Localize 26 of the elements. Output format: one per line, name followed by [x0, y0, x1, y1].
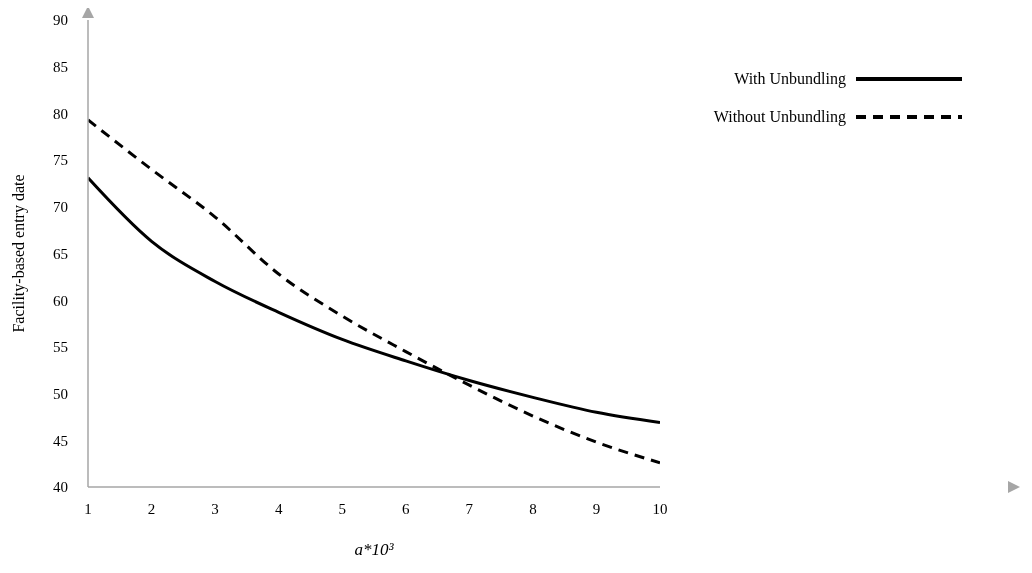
x-tick-label: 1 — [84, 500, 92, 517]
x-tick-label: 5 — [338, 500, 346, 517]
x-axis-title: a*10³ — [354, 540, 395, 559]
y-tick-label: 70 — [53, 199, 68, 216]
y-tick-label: 55 — [53, 339, 68, 356]
y-tick-label: 60 — [53, 292, 68, 309]
y-tick-label: 50 — [53, 385, 68, 402]
x-tick-label: 9 — [592, 500, 601, 517]
x-tick-label: 2 — [147, 500, 156, 517]
y-tick-label: 80 — [53, 105, 68, 122]
x-tick-label: 7 — [465, 500, 474, 517]
text: With Unbundling — [734, 70, 846, 88]
y-tick-label: 75 — [53, 152, 68, 169]
y-axis-title: Facility-based entry date — [9, 174, 28, 333]
text: Without Unbundling — [713, 108, 846, 126]
y-tick-label: 85 — [53, 59, 68, 76]
y-tick-label: 90 — [53, 12, 68, 29]
y-tick-label: 40 — [53, 479, 68, 496]
x-tick-label: 3 — [211, 500, 219, 517]
x-tick-label: 4 — [274, 500, 283, 517]
y-tick-label: 45 — [53, 432, 68, 449]
y-tick-label: 65 — [53, 245, 68, 262]
x-tick-label: 6 — [402, 500, 411, 517]
line-series — [88, 118, 660, 465]
x-tick-label: 8 — [529, 500, 537, 517]
x-tick-label: 10 — [652, 500, 668, 517]
